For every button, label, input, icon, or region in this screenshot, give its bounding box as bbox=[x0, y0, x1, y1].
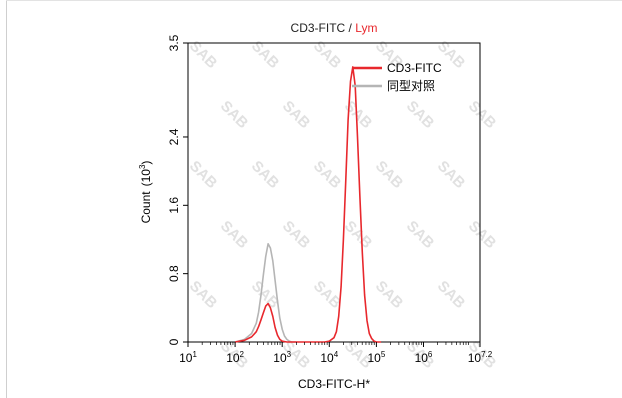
y-tick-label: 3.5 bbox=[167, 34, 181, 51]
x-tick-base: 10 bbox=[415, 351, 429, 365]
x-tick-label: 104 bbox=[320, 350, 338, 365]
watermark-text: SAB bbox=[248, 158, 283, 193]
watermark-text: SAB bbox=[403, 218, 438, 253]
x-tick-exponent: 1 bbox=[192, 350, 197, 359]
watermark-text: SAB bbox=[217, 98, 252, 133]
left-border bbox=[6, 0, 7, 398]
watermark-text: SAB bbox=[372, 158, 407, 193]
chart-title-main: CD3-FITC bbox=[291, 21, 346, 35]
chart-title: CD3-FITC / Lym bbox=[291, 21, 378, 35]
watermark-text: SAB bbox=[372, 278, 407, 313]
x-axis-label: CD3-FITC-H* bbox=[298, 377, 370, 391]
x-tick-label: 105 bbox=[367, 350, 385, 365]
x-tick-label: 106 bbox=[415, 350, 433, 365]
y-axis-ticks: 0 0.8 1.6 2.4 3.5 bbox=[167, 34, 188, 345]
top-border bbox=[6, 0, 622, 1]
y-tick-label: 1.6 bbox=[167, 197, 181, 214]
x-tick-label: 101 bbox=[179, 350, 197, 365]
x-tick-label: 102 bbox=[226, 350, 244, 365]
series-line-cd3-fitc bbox=[234, 66, 382, 343]
legend: CD3-FITC 同型对照 bbox=[352, 61, 442, 93]
x-tick-exponent: 6 bbox=[428, 350, 433, 359]
watermark-text: SAB bbox=[279, 218, 314, 253]
plot-area bbox=[187, 42, 481, 343]
watermark-text: SAB bbox=[403, 98, 438, 133]
y-axis-label-text: Count bbox=[139, 191, 153, 224]
y-axis-label: Count (103) bbox=[138, 161, 153, 224]
x-tick-base: 10 bbox=[273, 351, 287, 365]
series-line-isotype-control bbox=[234, 243, 297, 343]
watermark-text: SAB bbox=[465, 98, 500, 133]
watermark-text: SAB bbox=[434, 158, 469, 193]
x-tick-exponent: 3 bbox=[287, 350, 292, 359]
x-tick-base: 10 bbox=[226, 351, 240, 365]
watermark-text: SAB bbox=[434, 278, 469, 313]
x-axis-ticks: 101 102 103 104 105 106 107.2 bbox=[179, 342, 493, 365]
chart-title-gate: Lym bbox=[355, 21, 377, 35]
legend-label-cd3-fitc: CD3-FITC bbox=[387, 61, 442, 75]
watermark-text: SAB bbox=[279, 98, 314, 133]
x-tick-label: 107.2 bbox=[468, 350, 493, 365]
x-tick-base: 10 bbox=[179, 351, 193, 365]
watermark-text: SAB bbox=[465, 218, 500, 253]
x-tick-exponent: 7.2 bbox=[481, 350, 493, 359]
series-layer bbox=[234, 66, 382, 343]
x-tick-label: 103 bbox=[273, 350, 291, 365]
chart-title-separator: / bbox=[345, 21, 355, 35]
watermark-layer: SAB SAB SAB SAB SAB SAB SAB SAB SAB SAB SAB SAB SAB S… bbox=[186, 38, 500, 373]
y-axis-unit-exponent: 3 bbox=[138, 164, 147, 169]
x-tick-exponent: 4 bbox=[334, 350, 339, 359]
y-tick-label: 0.8 bbox=[167, 265, 181, 282]
x-tick-exponent: 2 bbox=[240, 350, 245, 359]
x-tick-exponent: 5 bbox=[381, 350, 386, 359]
x-tick-base: 10 bbox=[468, 351, 482, 365]
y-axis-unit-suffix: ) bbox=[139, 161, 153, 165]
watermark-text: SAB bbox=[310, 158, 345, 193]
x-tick-base: 10 bbox=[320, 351, 334, 365]
watermark-text: SAB bbox=[186, 158, 221, 193]
watermark-text: SAB bbox=[186, 278, 221, 313]
watermark-text: SAB bbox=[341, 98, 376, 133]
y-axis-unit-prefix: (10 bbox=[139, 169, 153, 187]
y-tick-label: 2.4 bbox=[167, 128, 181, 145]
x-tick-base: 10 bbox=[367, 351, 381, 365]
watermark-text: SAB bbox=[341, 218, 376, 253]
y-tick-label: 0 bbox=[167, 338, 181, 345]
watermark-text: SAB bbox=[217, 218, 252, 253]
legend-label-isotype: 同型对照 bbox=[387, 79, 435, 93]
